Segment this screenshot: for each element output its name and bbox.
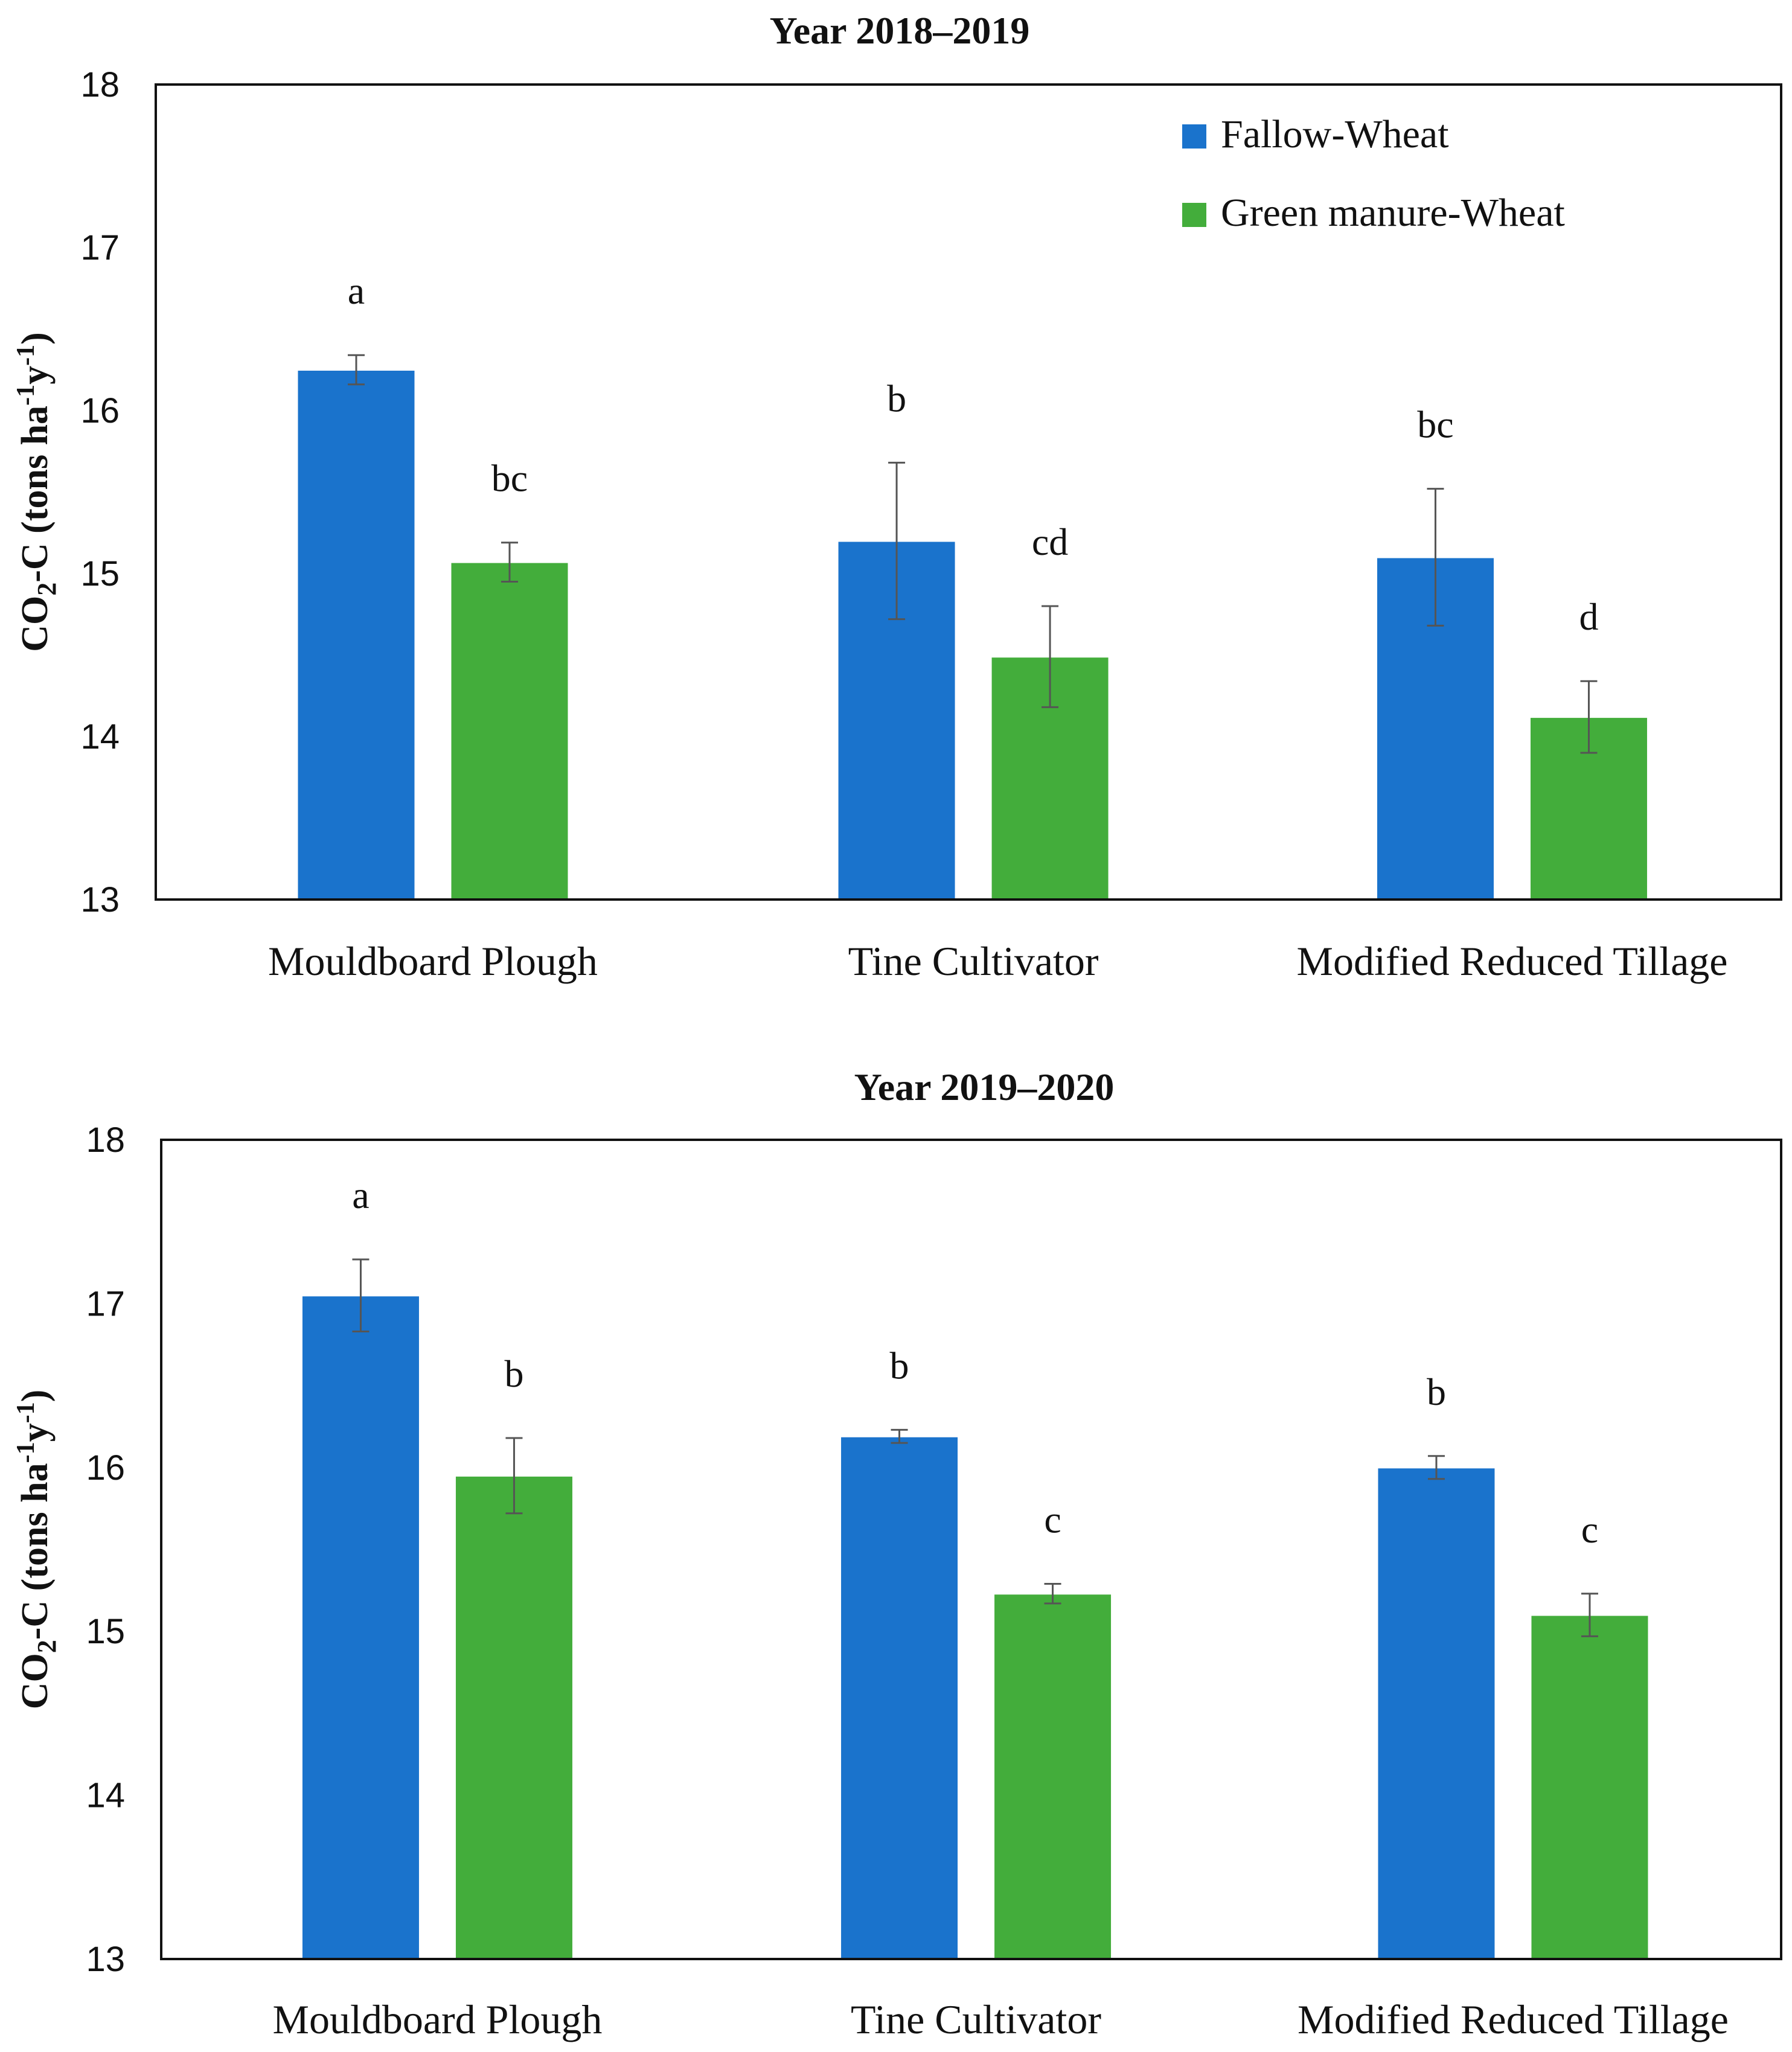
y-tick-label: 17 bbox=[80, 228, 120, 267]
y-axis-label-part: 2 bbox=[32, 583, 62, 596]
significance-letter: b bbox=[890, 1344, 909, 1387]
significance-letter: bc bbox=[1417, 403, 1453, 446]
chart-title: Year 2018–2019 bbox=[770, 9, 1030, 52]
legend-swatch bbox=[1182, 203, 1206, 227]
y-tick-label: 13 bbox=[80, 880, 120, 919]
category-label: Tine Cultivator bbox=[848, 938, 1099, 984]
y-tick-label: 14 bbox=[86, 1776, 125, 1815]
chart-year-2018-2019: Year 2018–2019 13 14 15 16 17 18 CO2-C (tons ha… bbox=[12, 9, 1782, 984]
category-label: Tine Cultivator bbox=[851, 1996, 1101, 2042]
y-tick-label: 18 bbox=[80, 65, 120, 104]
category-label: Mouldboard Plough bbox=[268, 938, 598, 984]
y-axis-label-part: -1 bbox=[12, 345, 40, 366]
significance-letter: b bbox=[504, 1352, 523, 1395]
y-tick-label: 16 bbox=[80, 391, 120, 430]
legend-label: Fallow-Wheat bbox=[1221, 112, 1449, 156]
significance-letter: d bbox=[1579, 595, 1598, 638]
y-axis-label: CO2-C (tons ha-1y-1) bbox=[12, 332, 62, 651]
bar-fallow-wheat bbox=[300, 1294, 421, 1960]
y-axis-label-part: y bbox=[14, 1423, 56, 1442]
chart-title: Year 2019–2020 bbox=[854, 1066, 1115, 1108]
y-tick-label: 17 bbox=[86, 1284, 125, 1323]
y-axis-label-text: CO bbox=[14, 1653, 56, 1709]
y-axis-label-part: -1 bbox=[12, 1442, 40, 1463]
legend: Fallow-Wheat Green manure-Wheat bbox=[1182, 112, 1565, 235]
legend-swatch bbox=[1182, 124, 1206, 149]
significance-letter: b bbox=[887, 377, 906, 420]
y-axis-label: CO2-C (tons ha-1y-1) bbox=[12, 1390, 62, 1709]
significance-letter: b bbox=[1427, 1370, 1446, 1413]
significance-letter: bc bbox=[491, 457, 528, 500]
y-axis-label-part: -C (tons ha bbox=[14, 1463, 56, 1640]
bar-fallow-wheat bbox=[296, 369, 417, 901]
category-label: Mouldboard Plough bbox=[272, 1996, 602, 2042]
category-label: Modified Reduced Tillage bbox=[1298, 1996, 1729, 2042]
bar-green-manure-wheat bbox=[1529, 1614, 1650, 1960]
y-axis-label-part: ) bbox=[14, 1390, 56, 1402]
y-axis-label-text: CO bbox=[14, 596, 56, 652]
significance-letter: a bbox=[352, 1174, 369, 1216]
significance-letter: c bbox=[1581, 1508, 1598, 1551]
y-axis-label-part: -1 bbox=[12, 1402, 40, 1423]
bar-green-manure-wheat bbox=[453, 1474, 574, 1960]
significance-letter: a bbox=[348, 269, 365, 312]
y-tick-label: 18 bbox=[86, 1120, 125, 1160]
bar-green-manure-wheat bbox=[993, 1593, 1113, 1960]
bar-fallow-wheat bbox=[839, 1435, 960, 1960]
significance-letter: cd bbox=[1032, 520, 1068, 563]
y-axis-label-part: ) bbox=[14, 332, 56, 345]
y-tick-label: 16 bbox=[86, 1448, 125, 1488]
legend-label: Green manure-Wheat bbox=[1221, 191, 1565, 235]
bar-green-manure-wheat bbox=[449, 561, 570, 901]
chart-year-2019-2020: Year 2019–2020 13 14 15 16 17 18 CO2-C (tons ha… bbox=[12, 1066, 1782, 2042]
y-axis-label-part: 2 bbox=[32, 1640, 62, 1653]
bar-fallow-wheat bbox=[1376, 1466, 1497, 1960]
y-tick-label: 13 bbox=[86, 1940, 125, 1979]
plot-frame bbox=[155, 83, 1782, 901]
y-axis-label-part: -C (tons ha bbox=[14, 406, 56, 583]
y-tick-label: 15 bbox=[86, 1612, 125, 1651]
y-tick-label: 14 bbox=[80, 717, 120, 756]
y-tick-label: 15 bbox=[80, 554, 120, 593]
plot-frame bbox=[160, 1139, 1782, 1960]
y-axis-label-part: y bbox=[14, 366, 56, 385]
category-label: Modified Reduced Tillage bbox=[1297, 938, 1728, 984]
y-axis-label-part: -1 bbox=[12, 385, 40, 406]
significance-letter: c bbox=[1044, 1498, 1061, 1541]
